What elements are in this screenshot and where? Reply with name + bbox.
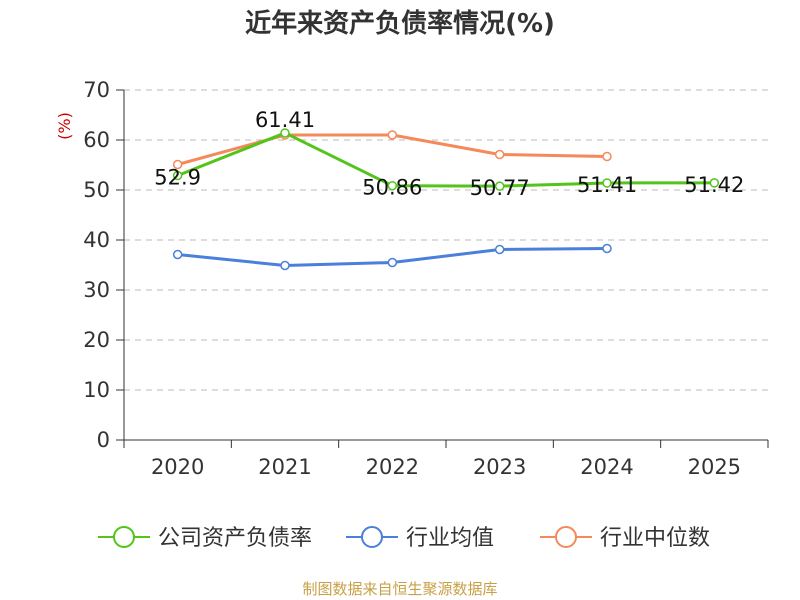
data-point [602,151,612,162]
legend-label: 行业中位数 [600,526,710,551]
data-point [172,159,183,170]
data-point [494,244,505,255]
data-label: 51.41 [577,173,637,197]
x-tick-label: 2024 [580,455,633,479]
data-point [709,178,720,188]
x-tick-label: 2021 [258,455,311,479]
data-label: 50.77 [470,176,530,200]
y-tick-label: 30 [83,278,110,302]
data-point [602,243,612,254]
x-tick-label: 2025 [688,455,741,479]
y-tick-label: 40 [83,228,110,252]
y-tick-label: 10 [83,378,110,402]
data-point [280,260,290,271]
legend-marker [113,526,135,548]
legend-label: 行业均值 [406,526,494,551]
y-axis-unit-label: (%) [55,112,74,140]
data-point [387,257,398,268]
x-tick-label: 2022 [366,455,419,479]
data-label: 52.9 [154,166,201,190]
data-label: 50.86 [362,176,422,200]
data-point [387,130,398,140]
chart-title: 近年来资产负债率情况(%) [245,9,555,39]
data-point [387,180,398,191]
y-tick-label: 20 [83,328,110,352]
data-label: 51.42 [684,173,744,197]
data-point [280,128,290,138]
data-source-footer: 制图数据来自恒生聚源数据库 [302,580,498,598]
data-point [494,149,505,160]
y-tick-label: 50 [83,178,110,202]
y-tick-label: 0 [97,428,110,452]
y-tick-label: 60 [83,128,110,152]
x-tick-label: 2023 [473,455,526,479]
x-tick-label: 2020 [151,455,204,479]
legend-label: 公司资产负债率 [158,526,312,551]
data-point [172,249,183,260]
data-point [602,178,612,188]
series-line [177,131,715,188]
data-point [494,181,505,191]
data-point [172,170,183,181]
legend-marker [361,526,383,548]
y-tick-label: 70 [83,78,110,102]
legend-marker [555,526,577,548]
data-label: 61.41 [255,108,315,132]
